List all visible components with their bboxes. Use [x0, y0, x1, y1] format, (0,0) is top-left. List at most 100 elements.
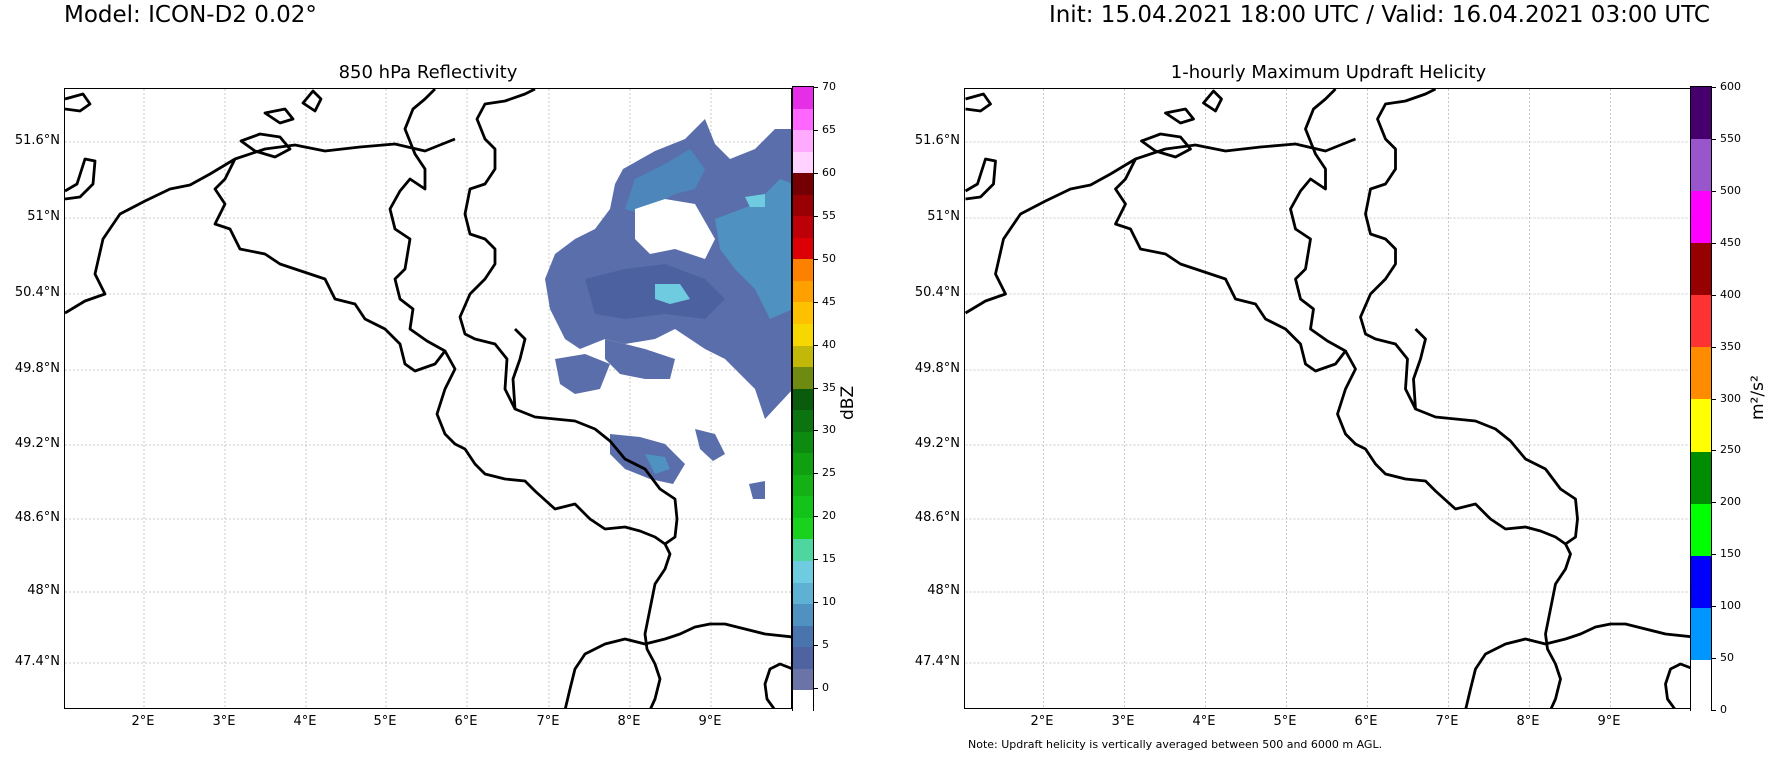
colorbar-tick-mark	[814, 172, 818, 174]
colorbar-segment	[793, 496, 813, 518]
colorbar-tick-label: 500	[1720, 183, 1741, 197]
latitude-label-right: 48.6°N	[914, 510, 960, 525]
colorbar-tick-mark	[814, 129, 818, 131]
colorbar-tick-label: 5	[822, 638, 829, 652]
colorbar-tick-mark	[1712, 138, 1716, 140]
longitude-label-right: 7°E	[1435, 714, 1459, 729]
latitude-label-right: 49.2°N	[914, 436, 960, 451]
reflectivity-colorbar	[792, 86, 814, 712]
colorbar-segment	[793, 453, 813, 475]
colorbar-tick-label: 400	[1720, 287, 1741, 301]
colorbar-segment	[1691, 607, 1711, 660]
colorbar-segment	[793, 561, 813, 583]
colorbar-tick-mark	[1712, 658, 1716, 660]
colorbar-tick-label: 450	[1720, 235, 1741, 249]
colorbar-tick-label: 150	[1720, 547, 1741, 561]
footnote: Note: Updraft helicity is vertically ave…	[968, 738, 1383, 751]
colorbar-tick-label: 70	[822, 80, 836, 93]
colorbar-tick-mark	[814, 387, 818, 389]
colorbar-segment	[1691, 451, 1711, 504]
latitude-label-right: 49.8°N	[914, 361, 960, 376]
colorbar-tick-label: 50	[1720, 651, 1734, 665]
colorbar-tick-label: 600	[1720, 80, 1741, 93]
colorbar-tick-mark	[814, 301, 818, 303]
latitude-label-right: 51.6°N	[914, 133, 960, 148]
country-borders	[65, 89, 791, 708]
colorbar-tick-label: 0	[822, 681, 829, 694]
colorbar-segment	[1691, 139, 1711, 192]
colorbar-segment	[793, 410, 813, 432]
country-borders	[965, 89, 1692, 708]
colorbar-tick-label: 300	[1720, 391, 1741, 405]
colorbar-tick-mark	[1712, 450, 1716, 452]
reflectivity-map-svg	[65, 89, 791, 708]
colorbar-segment	[1691, 295, 1711, 348]
latitude-label-left: 49.8°N	[14, 361, 60, 376]
longitude-label-left: 5°E	[373, 714, 397, 729]
colorbar-tick-mark	[1712, 710, 1716, 711]
colorbar-tick-mark	[814, 87, 818, 88]
colorbar-tick-mark	[814, 473, 818, 475]
longitude-label-right: 6°E	[1354, 714, 1378, 729]
latitude-label-left: 48°N	[27, 583, 60, 598]
colorbar-segment	[793, 625, 813, 648]
colorbar-segment	[793, 367, 813, 389]
longitude-label-right: 4°E	[1192, 714, 1216, 729]
left-panel-title: 850 hPa Reflectivity	[338, 62, 518, 83]
longitude-label-right: 8°E	[1516, 714, 1540, 729]
colorbar-segment	[793, 474, 813, 497]
colorbar-segment	[1691, 347, 1711, 400]
colorbar-tick-mark	[1712, 242, 1716, 244]
colorbar-segment	[1691, 191, 1711, 244]
reflectivity-field	[545, 119, 791, 499]
colorbar-segment	[793, 280, 813, 303]
latitude-label-left: 51°N	[27, 209, 60, 224]
colorbar-segment	[793, 194, 813, 217]
latitude-label-right: 47.4°N	[914, 654, 960, 669]
colorbar-tick-mark	[1712, 502, 1716, 504]
colorbar-tick-mark	[814, 516, 818, 518]
colorbar-segment	[793, 259, 813, 281]
colorbar-tick-label: 65	[822, 122, 836, 136]
colorbar-segment	[793, 668, 813, 691]
longitude-label-right: 9°E	[1597, 714, 1621, 729]
init-valid-time: Init: 15.04.2021 18:00 UTC / Valid: 16.0…	[1048, 2, 1710, 28]
model-title: Model: ICON-D2 0.02°	[64, 2, 317, 28]
latitude-label-right: 51°N	[927, 209, 960, 224]
colorbar-segment	[1691, 503, 1711, 556]
colorbar-segment	[793, 690, 813, 712]
longitude-label-right: 5°E	[1273, 714, 1297, 729]
colorbar-tick-label: 55	[822, 208, 836, 222]
colorbar-tick-mark	[814, 258, 818, 260]
colorbar-segment	[793, 345, 813, 368]
colorbar-segment	[793, 173, 813, 195]
colorbar-segment	[793, 151, 813, 174]
latitude-label-right: 48°N	[927, 583, 960, 598]
colorbar-tick-mark	[814, 344, 818, 346]
colorbar-segment	[793, 216, 813, 238]
colorbar-segment	[1691, 399, 1711, 452]
colorbar-tick-mark	[814, 430, 818, 432]
updraft-helicity-map-svg	[965, 89, 1692, 708]
longitude-label-left: 6°E	[454, 714, 478, 729]
latitude-label-left: 48.6°N	[14, 510, 60, 525]
colorbar-tick-mark	[814, 559, 818, 561]
reflectivity-map	[64, 88, 792, 709]
colorbar-tick-label: 60	[822, 165, 836, 179]
colorbar-segment	[793, 604, 813, 626]
colorbar-segment	[793, 431, 813, 454]
longitude-label-left: 4°E	[293, 714, 317, 729]
colorbar-segment	[1691, 87, 1711, 140]
colorbar-segment	[793, 87, 813, 109]
longitude-label-left: 3°E	[212, 714, 236, 729]
colorbar-tick-label: 25	[822, 466, 836, 480]
colorbar-tick-label: 30	[822, 423, 836, 437]
longitude-label-left: 8°E	[617, 714, 641, 729]
latitude-label-left: 50.4°N	[14, 285, 60, 300]
colorbar-tick-mark	[1712, 190, 1716, 192]
grid-lines	[965, 89, 1692, 708]
longitude-label-right: 3°E	[1111, 714, 1135, 729]
longitude-label-right: 2°E	[1030, 714, 1054, 729]
colorbar-tick-mark	[814, 688, 818, 689]
colorbar-segment	[1691, 659, 1711, 712]
